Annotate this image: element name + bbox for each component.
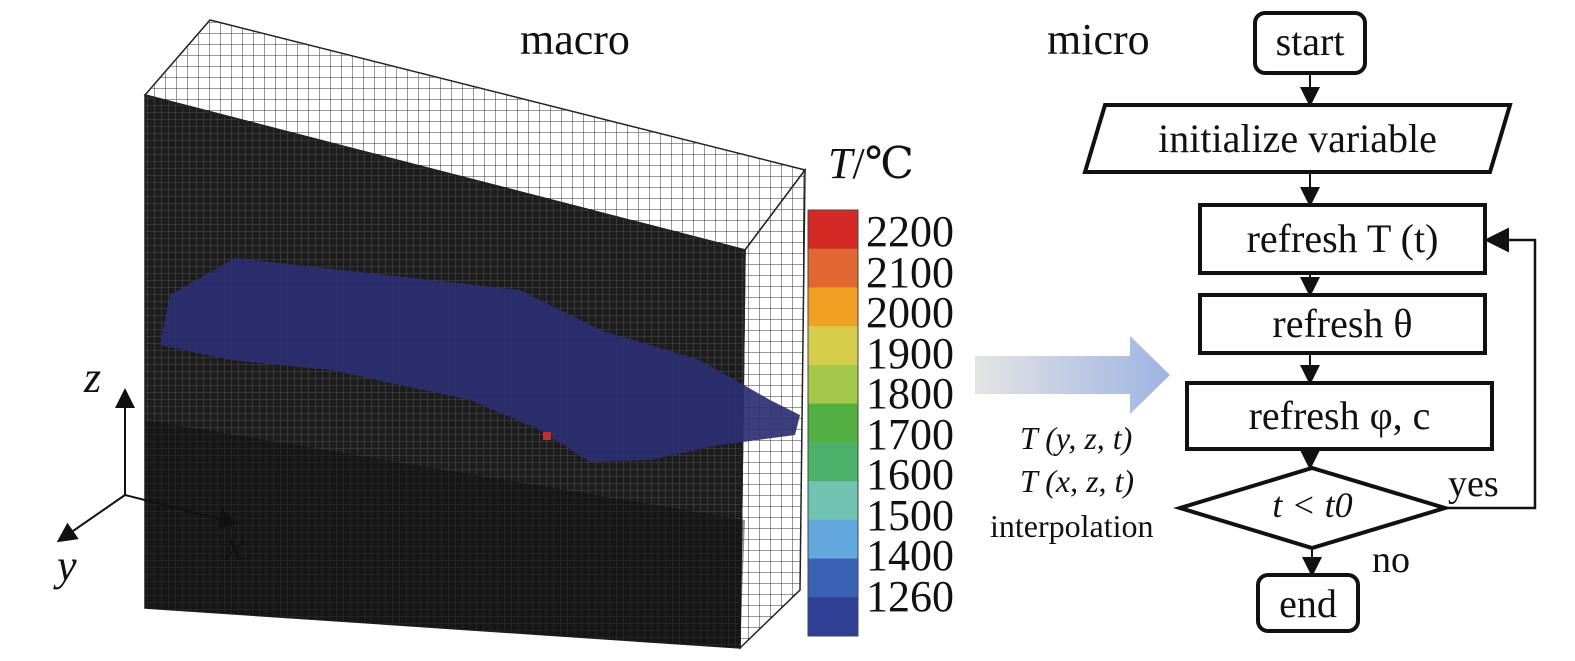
transfer-label-interpolation: interpolation	[990, 508, 1154, 544]
yes-label: yes	[1448, 463, 1499, 505]
mesh-block	[143, 19, 807, 650]
refresh-phi-box	[1185, 381, 1494, 451]
legend-tick-label: 1400	[866, 531, 954, 580]
legend-color-segment	[808, 364, 858, 405]
legend-color-segment	[808, 442, 858, 482]
legend-color-segment	[808, 248, 858, 288]
refresh-theta-box	[1198, 293, 1487, 355]
legend-tick-label: 1600	[866, 450, 954, 499]
legend-tick-label: 1800	[866, 369, 954, 418]
legend-tick-label: 1900	[866, 328, 954, 378]
legend-color-segment	[808, 403, 858, 443]
legend-tick-label: 2200	[866, 207, 954, 256]
start-text: start	[1275, 19, 1345, 64]
transfer-arrow	[975, 336, 1170, 414]
condition-text: t < t0	[1272, 485, 1353, 525]
legend-colorbar	[807, 209, 859, 637]
legend-tick-label: 2100	[866, 247, 954, 297]
micro-label: micro	[1047, 15, 1150, 64]
legend-title-unit: /℃	[852, 139, 914, 188]
legend-color-segment	[808, 326, 858, 366]
transfer-label-yzt: T (y, z, t)	[1020, 420, 1133, 456]
legend-title: T/℃	[828, 138, 914, 189]
coordinate-axes	[56, 388, 239, 543]
refresh-T-text: refresh T (t)	[1246, 216, 1439, 261]
end-text: end	[1279, 581, 1337, 626]
refresh-T-box	[1198, 203, 1487, 275]
transfer-label-xzt: T (x, z, t)	[1020, 463, 1135, 499]
init-text: initialize variable	[1158, 116, 1437, 161]
legend-color-segment	[808, 287, 858, 327]
legend-title-var: T	[828, 139, 853, 188]
melt-pool-region	[160, 258, 800, 462]
legend-tick-label: 1260	[866, 571, 954, 621]
axis-label-y: y	[57, 541, 77, 590]
refresh-theta-text: refresh θ	[1272, 301, 1413, 346]
flowchart	[1082, 11, 1537, 633]
legend-color-segment	[808, 210, 858, 250]
refresh-phi-text: refresh φ, c	[1248, 393, 1431, 438]
legend-tick-label: 1700	[866, 409, 954, 459]
legend-color-segment	[808, 597, 858, 637]
legend-tick-label: 2000	[866, 288, 954, 337]
axis-label-z: z	[84, 353, 102, 402]
legend-tick-label: 1500	[866, 490, 954, 540]
legend-color-segment	[808, 481, 858, 521]
legend-color-segment	[808, 558, 858, 598]
legend-color-segment	[808, 519, 858, 560]
hot-spot	[543, 432, 551, 440]
no-label: no	[1372, 539, 1410, 581]
init-box	[1082, 103, 1513, 174]
legend-colorbar-border	[807, 209, 859, 637]
mesh-inner-shade	[145, 420, 745, 648]
macro-label: macro	[520, 15, 630, 64]
axis-label-x: x	[225, 521, 245, 570]
